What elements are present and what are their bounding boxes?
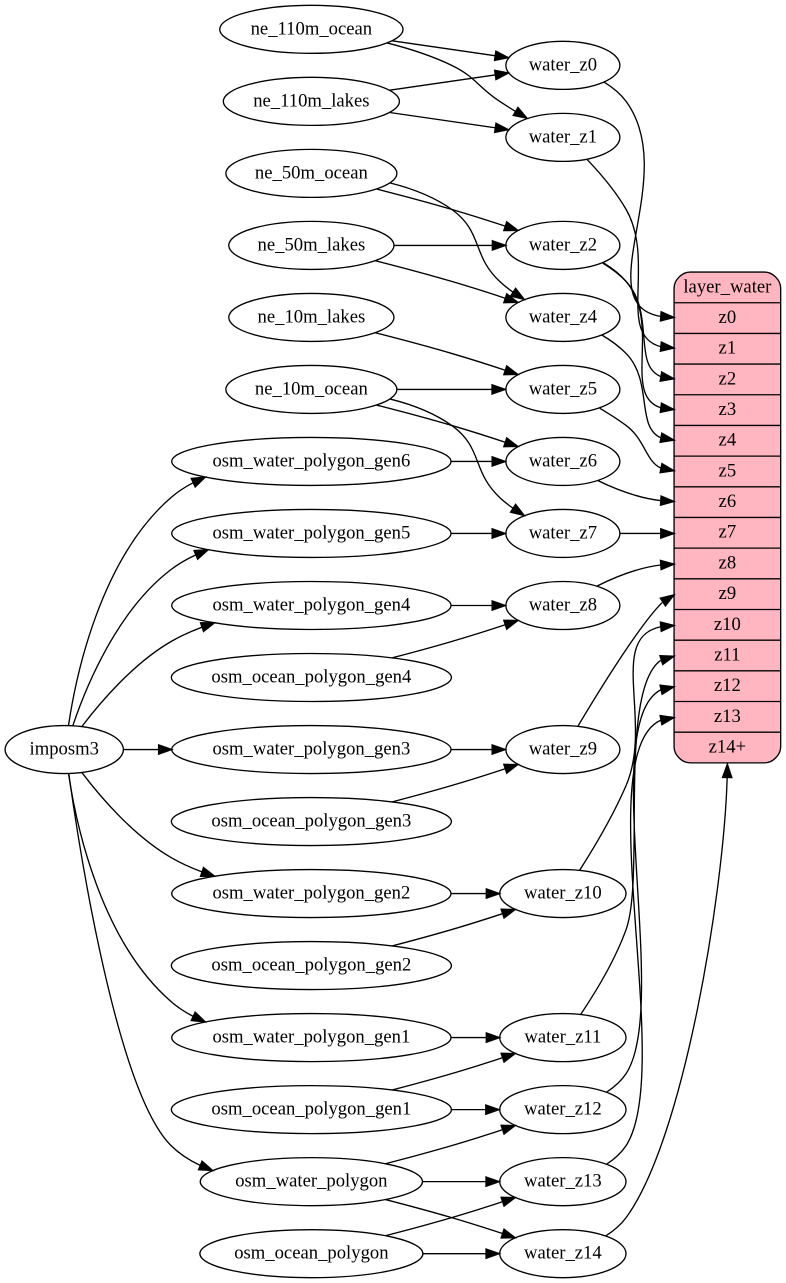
svg-text:water_z13: water_z13 xyxy=(524,1171,602,1192)
svg-text:osm_water_polygon_gen4: osm_water_polygon_gen4 xyxy=(212,594,411,615)
svg-text:water_z2: water_z2 xyxy=(529,234,597,255)
svg-text:z6: z6 xyxy=(719,491,737,512)
svg-text:osm_ocean_polygon_gen1: osm_ocean_polygon_gen1 xyxy=(211,1099,411,1120)
svg-text:osm_water_polygon_gen2: osm_water_polygon_gen2 xyxy=(212,882,410,903)
svg-text:z9: z9 xyxy=(719,583,737,604)
svg-text:ne_10m_lakes: ne_10m_lakes xyxy=(258,306,366,327)
svg-text:water_z5: water_z5 xyxy=(529,378,597,399)
svg-text:z5: z5 xyxy=(719,460,737,481)
svg-text:water_z6: water_z6 xyxy=(529,450,597,471)
svg-text:osm_ocean_polygon_gen2: osm_ocean_polygon_gen2 xyxy=(211,955,411,976)
svg-text:z14+: z14+ xyxy=(709,736,746,757)
svg-text:osm_ocean_polygon_gen3: osm_ocean_polygon_gen3 xyxy=(211,810,411,831)
svg-text:ne_110m_ocean: ne_110m_ocean xyxy=(251,18,373,39)
svg-text:water_z12: water_z12 xyxy=(524,1099,602,1120)
svg-text:z1: z1 xyxy=(719,338,737,359)
svg-text:osm_water_polygon: osm_water_polygon xyxy=(235,1171,388,1192)
svg-text:water_z8: water_z8 xyxy=(529,594,597,615)
svg-text:z2: z2 xyxy=(719,368,737,389)
svg-text:z3: z3 xyxy=(719,399,737,420)
svg-text:ne_110m_lakes: ne_110m_lakes xyxy=(253,90,369,111)
svg-text:water_z4: water_z4 xyxy=(529,306,598,327)
svg-text:osm_ocean_polygon_gen4: osm_ocean_polygon_gen4 xyxy=(211,666,412,687)
svg-text:ne_50m_ocean: ne_50m_ocean xyxy=(255,162,369,183)
svg-text:z8: z8 xyxy=(719,552,737,573)
svg-text:osm_water_polygon_gen1: osm_water_polygon_gen1 xyxy=(212,1027,410,1048)
svg-text:imposm3: imposm3 xyxy=(30,738,99,759)
svg-text:z0: z0 xyxy=(719,307,737,328)
svg-text:z7: z7 xyxy=(719,522,737,543)
svg-text:osm_water_polygon_gen6: osm_water_polygon_gen6 xyxy=(212,450,410,471)
svg-text:z13: z13 xyxy=(714,706,741,727)
svg-text:water_z14: water_z14 xyxy=(524,1243,602,1264)
svg-text:water_z1: water_z1 xyxy=(529,126,597,147)
svg-text:water_z0: water_z0 xyxy=(529,54,597,75)
svg-text:z4: z4 xyxy=(719,430,737,451)
svg-text:layer_water: layer_water xyxy=(683,276,772,297)
svg-text:z12: z12 xyxy=(714,675,741,696)
svg-text:water_z10: water_z10 xyxy=(524,882,602,903)
svg-text:ne_50m_lakes: ne_50m_lakes xyxy=(258,234,366,255)
svg-text:water_z11: water_z11 xyxy=(524,1027,601,1048)
svg-text:z10: z10 xyxy=(714,614,741,635)
svg-text:osm_water_polygon_gen3: osm_water_polygon_gen3 xyxy=(212,738,410,759)
svg-text:water_z9: water_z9 xyxy=(529,738,597,759)
svg-text:osm_water_polygon_gen5: osm_water_polygon_gen5 xyxy=(212,522,410,543)
svg-text:z11: z11 xyxy=(714,644,740,665)
svg-text:osm_ocean_polygon: osm_ocean_polygon xyxy=(234,1243,389,1264)
svg-text:ne_10m_ocean: ne_10m_ocean xyxy=(255,378,369,399)
svg-text:water_z7: water_z7 xyxy=(529,522,597,543)
